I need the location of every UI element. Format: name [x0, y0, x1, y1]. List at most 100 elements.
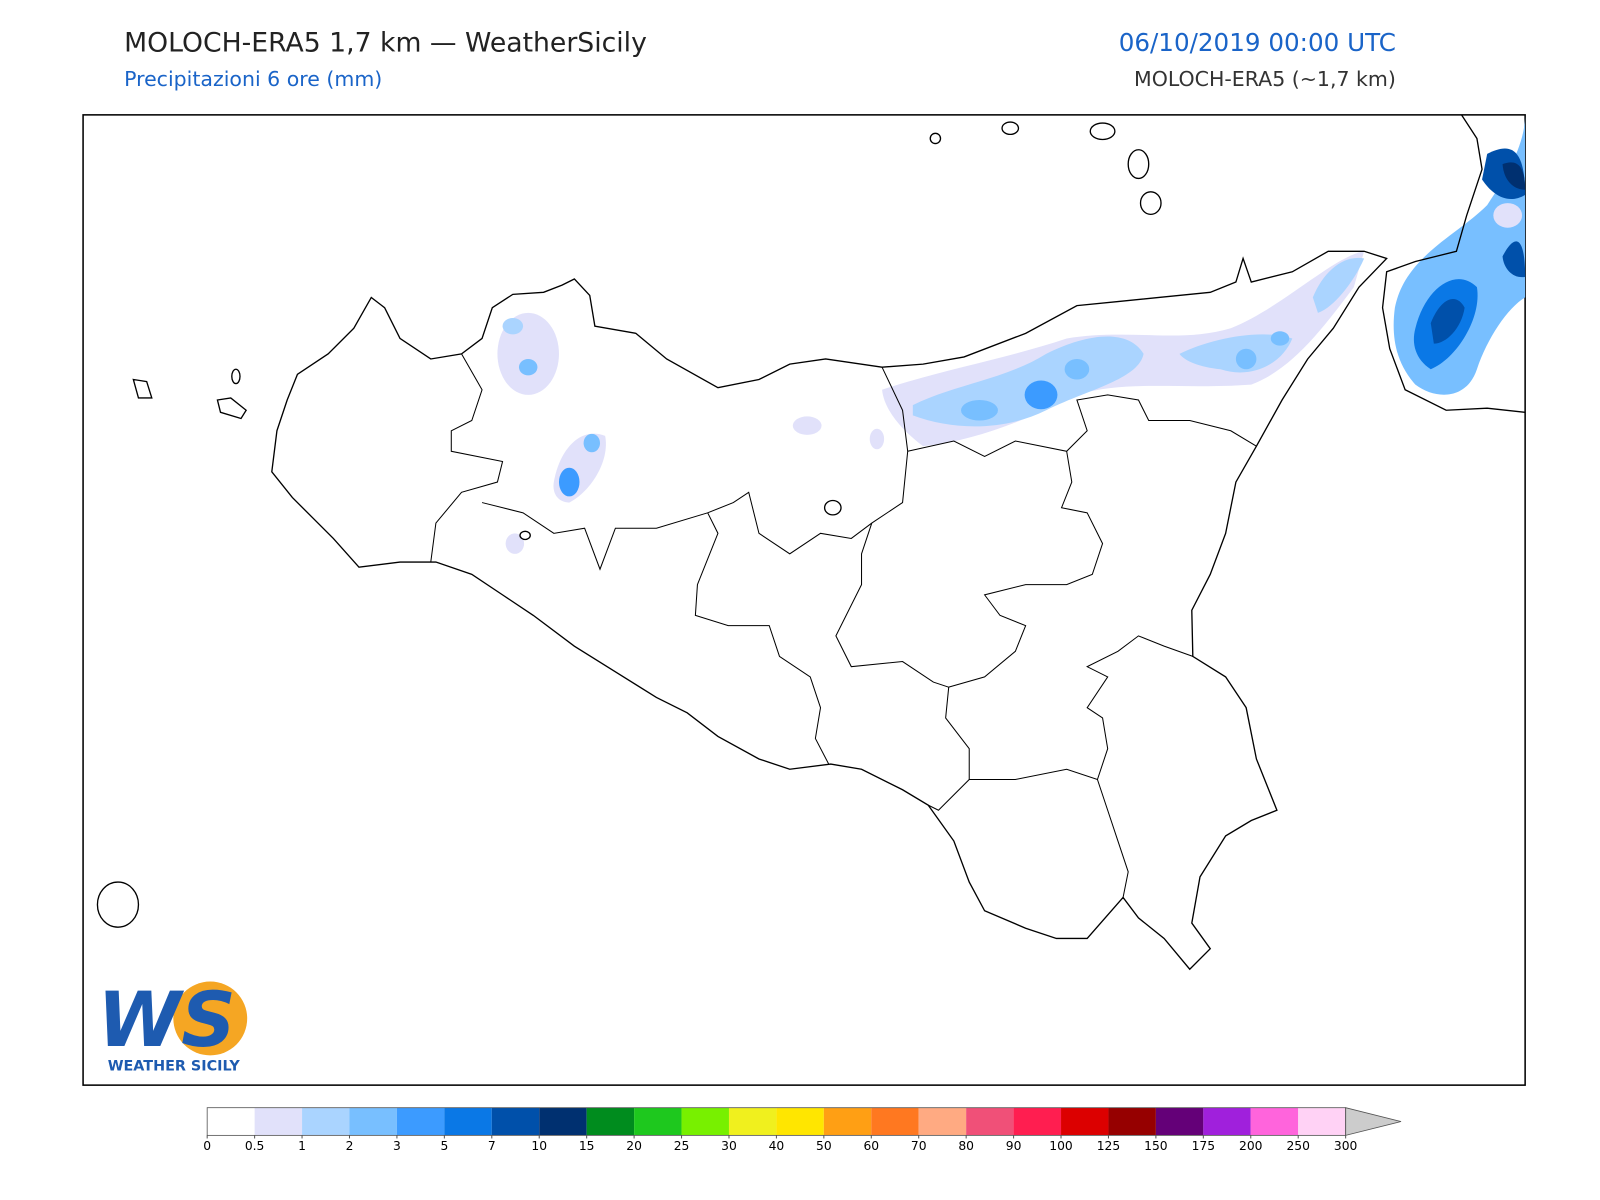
island [519, 530, 531, 541]
map-frame [82, 114, 1526, 1086]
precip-area [961, 400, 998, 421]
precip-area [869, 428, 885, 450]
precip-area [558, 467, 580, 497]
colorbar-label: 10 [531, 1139, 547, 1153]
precip-area [1270, 331, 1290, 346]
colorbar-label: 30 [721, 1139, 737, 1153]
colorbar: 0 0.5 1 2 3 5 7 10 15 20 25 30 40 50 60 70 80 90 100 125 150… [203, 1107, 1402, 1153]
logo-sun [173, 981, 248, 1056]
colorbar-label: 15 [579, 1139, 595, 1153]
colorbar-label: 80 [958, 1139, 974, 1153]
precip-area [1502, 241, 1526, 278]
colorbar-bin [918, 1107, 967, 1136]
precip-area [1312, 257, 1365, 313]
coastline [271, 250, 1388, 971]
province-border [481, 366, 909, 571]
colorbar-bin [681, 1107, 729, 1136]
colorbar-bin [1013, 1107, 1062, 1136]
precip-area [583, 433, 600, 453]
island [132, 378, 153, 399]
island [823, 499, 842, 516]
colorbar-label: 250 [1286, 1139, 1309, 1153]
precip-area [1502, 162, 1526, 190]
province-borders [430, 353, 1257, 898]
colorbar-label: 0 [203, 1139, 211, 1153]
precip-area [1179, 334, 1293, 373]
province-border [430, 353, 504, 563]
colorbar-bin [1298, 1107, 1346, 1136]
colorbar-bin [396, 1107, 445, 1136]
colorbar-bin [491, 1107, 540, 1136]
colorbar-bin [302, 1107, 350, 1136]
colorbar-label: 150 [1144, 1139, 1167, 1153]
colorbar-label: 100 [1049, 1139, 1072, 1153]
colorbar-label: 2 [346, 1139, 354, 1153]
model-label: MOLOCH-ERA5 (~1,7 km) [1134, 67, 1396, 91]
islands [96, 121, 1162, 928]
colorbar-label: 25 [674, 1139, 690, 1153]
logo: WS WEATHER SICILY [97, 976, 248, 1075]
precip-area [792, 416, 822, 435]
island [929, 132, 942, 145]
colorbar-label: 125 [1097, 1139, 1120, 1153]
colorbar-label: 0.5 [245, 1139, 265, 1153]
island [1139, 191, 1162, 216]
subtitle: Precipitazioni 6 ore (mm) [124, 67, 382, 91]
colorbar-label: 90 [1006, 1139, 1022, 1153]
province-border [694, 512, 830, 765]
colorbar-label: 175 [1192, 1139, 1215, 1153]
colorbar-bin [1061, 1107, 1109, 1136]
colorbar-label: 200 [1239, 1139, 1262, 1153]
colorbar-bin [728, 1107, 777, 1136]
precip-area [505, 533, 525, 554]
colorbar-bin [1108, 1107, 1156, 1136]
precip-area [518, 358, 538, 376]
colorbar-label: 7 [488, 1139, 496, 1153]
province-border [948, 451, 1104, 688]
island [231, 368, 241, 385]
precip-area [1024, 380, 1058, 410]
precip-area [1235, 348, 1257, 370]
colorbar-bin [966, 1107, 1014, 1136]
colorbar-bin [444, 1107, 492, 1136]
island [216, 397, 248, 420]
colorbar-label: 50 [816, 1139, 832, 1153]
colorbar-bin [823, 1107, 872, 1136]
colorbar-bin [254, 1107, 303, 1136]
map: WS WEATHER SICILY [82, 114, 1526, 1086]
colorbar-bin [1155, 1107, 1204, 1136]
colorbar-bin [1250, 1107, 1299, 1136]
colorbar-bin [349, 1107, 397, 1136]
colorbar-bin [776, 1107, 824, 1136]
colorbar-bin [539, 1107, 587, 1136]
datetime: 06/10/2019 00:00 UTC [1119, 28, 1396, 57]
colorbar-label: 3 [393, 1139, 401, 1153]
province-border [1096, 779, 1129, 898]
colorbar-label: 40 [769, 1139, 785, 1153]
island [1089, 122, 1116, 141]
logo-text: WEATHER SICILY [108, 1059, 241, 1075]
precip-area [1430, 299, 1465, 344]
precipitation [497, 114, 1526, 554]
colorbar-label: 70 [911, 1139, 927, 1153]
colorbar-bin [207, 1107, 255, 1136]
province-border [907, 394, 1257, 457]
colorbar-extend [1345, 1107, 1402, 1136]
precip-area [1064, 358, 1090, 380]
colorbar-label: 60 [863, 1139, 879, 1153]
precip-area [1493, 203, 1523, 228]
calabria-coast [1381, 114, 1526, 413]
island [96, 881, 140, 928]
colorbar-bin [871, 1107, 919, 1136]
colorbar-bin [1203, 1107, 1251, 1136]
logo-mark: WS [97, 976, 235, 1064]
colorbar-label: 300 [1334, 1139, 1357, 1153]
colorbar-label: 5 [440, 1139, 448, 1153]
province-border [835, 522, 970, 811]
colorbar-label: 1 [298, 1139, 306, 1153]
precip-area [502, 317, 524, 335]
colorbar-bin [586, 1107, 635, 1136]
island [1127, 149, 1150, 180]
